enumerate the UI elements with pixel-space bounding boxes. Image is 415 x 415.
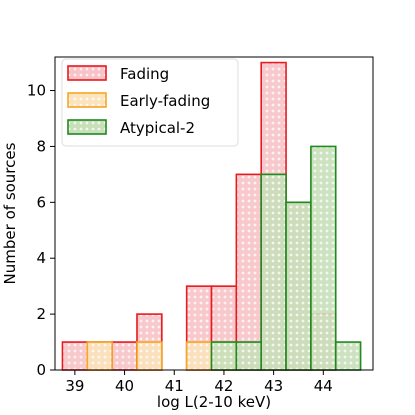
y-tick-label: 10 bbox=[27, 82, 46, 100]
legend-label: Atypical-2 bbox=[120, 119, 195, 137]
x-tick-label: 39 bbox=[65, 377, 84, 395]
y-tick-label: 8 bbox=[36, 137, 46, 155]
y-axis-label: Number of sources bbox=[1, 142, 19, 284]
histogram-bar bbox=[61, 341, 89, 371]
histogram-bar bbox=[136, 341, 163, 371]
histogram-bar bbox=[210, 341, 238, 371]
histogram-bar bbox=[260, 173, 287, 371]
y-tick-label: 4 bbox=[36, 249, 46, 267]
legend-swatch bbox=[67, 92, 107, 108]
histogram-bar bbox=[235, 173, 263, 371]
histogram-bar bbox=[86, 341, 113, 371]
plot-frame bbox=[54, 56, 374, 371]
y-tick-label: 0 bbox=[36, 361, 46, 379]
x-tick-label: 40 bbox=[115, 377, 134, 395]
x-tick-label: 44 bbox=[314, 377, 333, 395]
x-axis-label: log L(2-10 keV) bbox=[157, 393, 271, 411]
histogram-bar bbox=[111, 341, 138, 371]
histogram-bar bbox=[334, 341, 362, 371]
x-tick-label: 42 bbox=[214, 377, 233, 395]
x-tick-label: 43 bbox=[264, 377, 283, 395]
histogram-bar bbox=[235, 341, 263, 371]
series-atypical-2 bbox=[210, 145, 362, 371]
histogram-bar bbox=[310, 145, 337, 371]
legend-swatch bbox=[67, 65, 107, 81]
histogram-bar bbox=[185, 341, 213, 371]
y-tick-label: 6 bbox=[36, 193, 46, 211]
x-tick-label: 41 bbox=[165, 377, 184, 395]
legend-label: Fading bbox=[120, 65, 169, 83]
legend-label: Early-fading bbox=[120, 92, 210, 110]
y-tick-label: 2 bbox=[36, 305, 46, 323]
legend-swatch bbox=[67, 119, 107, 135]
y-axis-ticks: 0 2 4 6 8 10 bbox=[27, 82, 55, 379]
histogram-bar bbox=[285, 201, 312, 371]
x-axis-ticks: 39 40 41 42 43 44 bbox=[65, 370, 333, 395]
legend: Fading Early-fading Atypical-2 bbox=[61, 58, 239, 147]
